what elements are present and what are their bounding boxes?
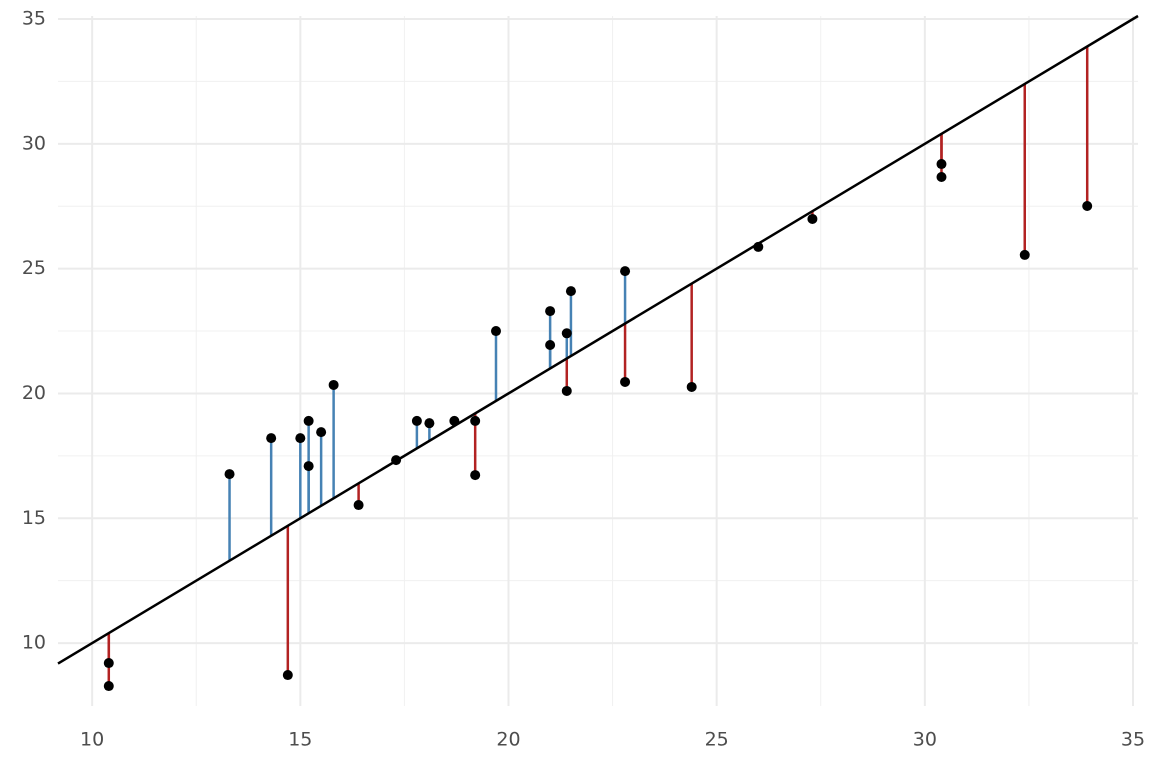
point — [561, 385, 572, 396]
point — [328, 379, 339, 390]
y-tick-label: 25 — [22, 257, 46, 279]
point — [224, 469, 235, 480]
x-tick-label: 10 — [80, 729, 104, 751]
x-tick-label: 35 — [1121, 729, 1145, 751]
x-tick-label: 20 — [496, 729, 520, 751]
point — [303, 461, 314, 472]
point — [490, 326, 501, 337]
point — [470, 470, 481, 481]
point — [807, 213, 818, 224]
point — [620, 376, 631, 387]
point — [391, 455, 402, 466]
point — [424, 418, 435, 429]
point — [620, 266, 631, 277]
point — [470, 415, 481, 426]
point — [686, 381, 697, 392]
point — [1082, 200, 1093, 211]
point — [1019, 249, 1030, 260]
point — [545, 306, 556, 317]
point — [411, 415, 422, 426]
y-tick-label: 35 — [22, 7, 46, 29]
point — [561, 328, 572, 339]
point — [295, 433, 306, 444]
y-tick-label: 10 — [22, 632, 46, 654]
y-tick-label: 20 — [22, 382, 46, 404]
x-tick-label: 30 — [913, 729, 937, 751]
point — [353, 500, 364, 511]
point — [103, 681, 114, 692]
point — [449, 415, 460, 426]
point — [753, 241, 764, 252]
point — [282, 670, 293, 681]
x-tick-label: 15 — [288, 729, 312, 751]
y-tick-label: 15 — [22, 507, 46, 529]
point — [103, 658, 114, 669]
y-tick-label: 30 — [22, 132, 46, 154]
point — [266, 433, 277, 444]
point — [936, 172, 947, 183]
point — [565, 286, 576, 297]
x-tick-label: 25 — [705, 729, 729, 751]
point — [316, 427, 327, 438]
point — [545, 340, 556, 351]
point — [936, 159, 947, 170]
point — [303, 415, 314, 426]
reference-line — [57, 14, 1139, 665]
